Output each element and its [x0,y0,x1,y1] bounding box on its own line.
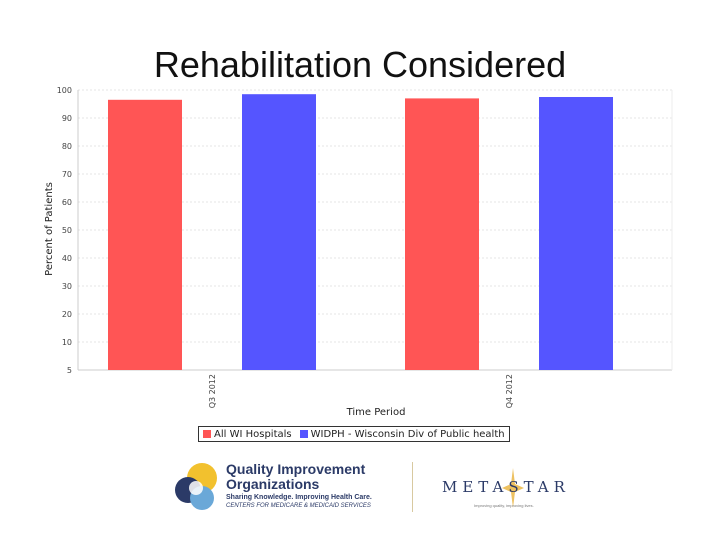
chart-legend: All WI Hospitals WIDPH - Wisconsin Div o… [198,426,510,442]
legend-label: All WI Hospitals [214,428,292,440]
legend-item-all-wi-hospitals: All WI Hospitals [203,429,292,440]
legend-label: WIDPH - Wisconsin Div of Public health [310,428,505,440]
y-tick-label: 80 [62,142,72,151]
y-tick-label: 50 [62,226,72,235]
slide-title: Rehabilitation Considered [153,44,567,85]
metastar-subtitle: Improving quality, improving lives. [474,503,534,508]
legend-swatch-red [203,430,211,438]
star-icon [502,468,524,508]
bar-all-wi-2 [405,98,479,371]
y-axis-title: Percent of Patients [44,182,55,276]
y-tick-label: 10 [62,338,72,347]
y-tick-label: 30 [62,282,72,291]
y-tick-label: 90 [62,114,72,123]
y-tick-label: 20 [62,310,72,319]
qio-title-line1: Quality Improvement [226,461,366,477]
x-tick-label: Q4 2012 [505,374,514,408]
logo-divider [412,462,413,512]
qio-tagline: Sharing Knowledge. Improving Health Care… [226,494,372,501]
y-tick-label: 40 [62,254,72,263]
metastar-logo: METASTAR Improving quality, improving li… [440,468,590,512]
qio-cms: CENTERS FOR MEDICARE & MEDICAID SERVICES [226,503,371,509]
qio-circles-icon [175,463,217,510]
y-tick-label: 60 [62,198,72,207]
legend-item-widph: WIDPH - Wisconsin Div of Public health [299,428,505,440]
y-tick-label: 5 [67,366,72,375]
x-axis-title: Time Period [346,407,406,418]
y-tick-label: 100 [57,86,72,95]
legend-swatch-blue [299,430,308,438]
bar-chart: 5 10 20 30 40 50 60 70 80 90 100 Q3 2012 Q4 2012 Time… [44,86,673,418]
y-tick-label: 70 [62,170,72,179]
x-tick-label: Q3 2012 [208,374,217,408]
qio-logo: Quality Improvement Organizations Sharin… [172,460,402,516]
bar-widph-2 [539,97,613,370]
metastar-wordmark: METASTAR [442,478,570,496]
bar-widph-1 [242,94,316,370]
bar-all-wi-1 [108,99,182,371]
qio-title-line2: Organizations [226,476,320,492]
